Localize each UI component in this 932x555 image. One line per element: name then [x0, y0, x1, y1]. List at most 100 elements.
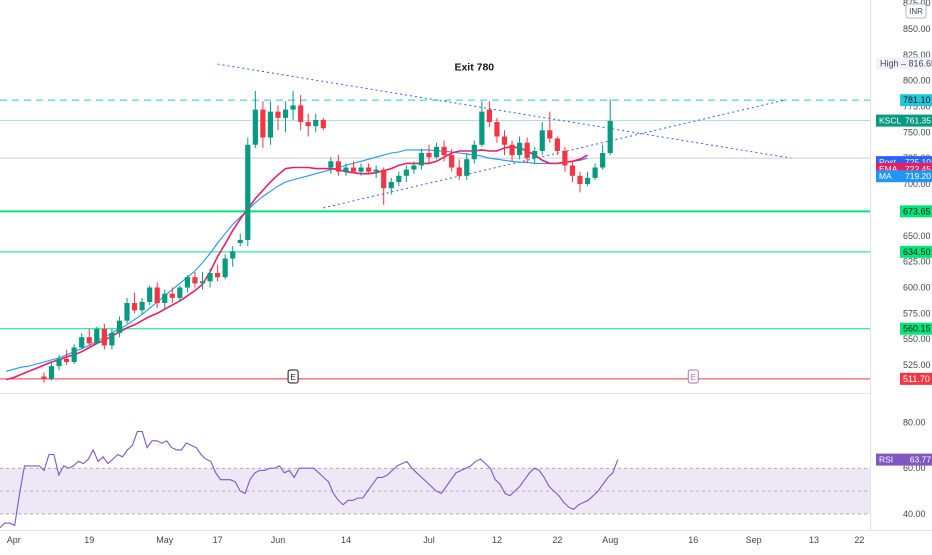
time-tick-label: 14: [341, 535, 351, 545]
candle: [403, 165, 409, 182]
candle: [177, 285, 183, 302]
candle-body: [169, 293, 175, 298]
candle: [199, 272, 206, 290]
candle-body: [237, 239, 243, 244]
candle-body: [343, 167, 349, 172]
candle: [554, 136, 560, 156]
level-label-support-1: 673.65: [900, 205, 932, 218]
level-label-bg: [900, 372, 932, 385]
candle: [139, 297, 145, 315]
time-tick-label: Jul: [423, 535, 435, 545]
candle: [562, 146, 568, 172]
candle: [101, 323, 107, 350]
time-tick-label: 17: [213, 535, 223, 545]
candle: [539, 122, 545, 156]
candle-body: [486, 109, 492, 122]
candle-body: [275, 111, 281, 118]
candle-body: [215, 273, 221, 278]
candle-body: [381, 169, 387, 189]
candle: [320, 117, 326, 131]
candle: [569, 161, 576, 182]
upper-trendline: [217, 63, 792, 159]
level-label-bg: [900, 245, 932, 258]
candle: [252, 90, 258, 148]
level-label-bg: [876, 57, 932, 70]
candle-body: [64, 358, 70, 362]
currency-text: INR: [909, 7, 923, 16]
candle-body: [154, 287, 160, 304]
candle-body: [464, 159, 470, 176]
candle: [464, 153, 470, 180]
candle-body: [101, 328, 107, 346]
level-label-text: 560.15: [903, 324, 931, 334]
candle-body: [592, 167, 598, 178]
candle: [335, 155, 341, 176]
candle-body: [139, 302, 145, 311]
earnings-marker-2: E: [687, 369, 699, 384]
price-label-ma: MA 719.20: [876, 170, 932, 183]
candle: [147, 285, 153, 306]
candle-body: [547, 130, 553, 139]
price-tick-label: 625.00: [903, 257, 931, 267]
candle: [358, 163, 364, 176]
candle: [532, 146, 538, 164]
level-high: High – 816.65: [876, 57, 932, 70]
candle-body: [426, 153, 432, 158]
candle-body: [366, 167, 372, 172]
candle-body: [600, 153, 606, 168]
rsi-tick-label: 80.00: [903, 417, 926, 427]
candle-body: [79, 337, 85, 348]
candle-body: [124, 303, 130, 321]
candle-body: [177, 287, 183, 298]
time-tick-label: 16: [688, 535, 698, 545]
price-tick-label: 775.00: [903, 101, 931, 111]
candle-body: [245, 144, 251, 240]
price-label-value: 761.35: [905, 116, 931, 126]
candle-body: [479, 111, 485, 145]
candle: [313, 113, 319, 133]
candle: [600, 144, 606, 170]
candle: [607, 99, 613, 156]
rsi-value-label: RSI 63.77: [876, 453, 932, 466]
time-tick-label: 12: [492, 535, 502, 545]
candle: [328, 157, 334, 174]
candle: [350, 161, 357, 174]
candle-body: [199, 281, 206, 284]
earnings-text: E: [290, 373, 295, 382]
candle-body: [260, 109, 266, 138]
candle: [396, 171, 402, 187]
level-label-text: 634.50: [903, 247, 931, 257]
candle: [162, 289, 168, 309]
candle: [124, 297, 130, 324]
candle-body: [358, 167, 364, 172]
candle: [154, 282, 160, 309]
candle: [494, 117, 500, 143]
candle: [79, 333, 85, 350]
level-label-text: 673.65: [903, 206, 931, 216]
candle-body: [456, 167, 462, 176]
candle-body: [441, 146, 447, 156]
level-label-bg: [900, 322, 932, 335]
candle-body: [524, 142, 530, 159]
time-tick-label: 19: [84, 535, 94, 545]
candle-body: [131, 303, 138, 311]
candle: [71, 344, 77, 365]
candle-body: [494, 122, 500, 137]
candle: [245, 137, 251, 247]
price-tick-label: 575.00: [903, 308, 931, 318]
candle: [388, 177, 394, 195]
level-label-bg: [900, 205, 932, 218]
earnings-box: [687, 369, 699, 384]
price-label-bg: [876, 170, 932, 183]
candle: [418, 148, 425, 170]
candle: [230, 246, 236, 267]
candle-body: [56, 358, 62, 367]
level-label-text: 511.70: [903, 374, 930, 384]
candle: [184, 275, 190, 293]
price-label-name: MA: [879, 171, 892, 181]
price-label-value: 725.10: [905, 157, 931, 167]
earnings-box: [287, 369, 299, 384]
candle-body: [403, 169, 409, 176]
